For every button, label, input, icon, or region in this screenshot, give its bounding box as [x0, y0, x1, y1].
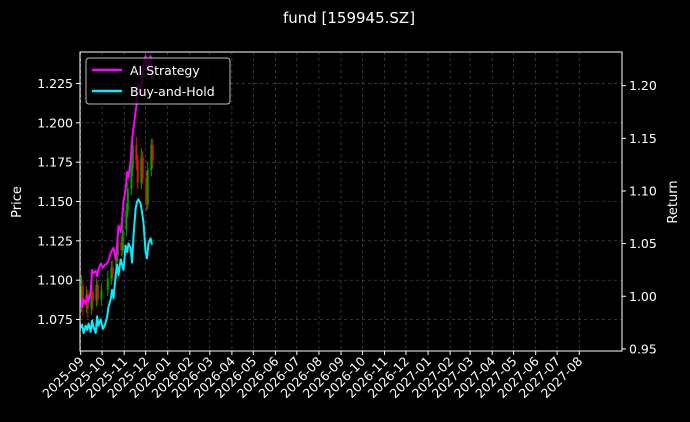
candle-body [95, 284, 98, 301]
x-axis: 2025-092025-102025-112025-122026-012026-… [39, 351, 585, 401]
candle-body [110, 267, 113, 279]
y-left-tick-label: 1.125 [37, 233, 73, 248]
candle-body [91, 291, 94, 301]
candle-body [131, 144, 134, 169]
candle-body [126, 188, 129, 211]
y-left-tick-label: 1.200 [37, 115, 73, 130]
legend-label-ai-strategy: AI Strategy [130, 63, 200, 78]
candle-body [151, 144, 154, 161]
candle-body [150, 144, 153, 171]
series-line-buy-and-hold [79, 198, 153, 335]
legend-label-buy-and-hold: Buy-and-Hold [130, 84, 215, 99]
legend: AI Strategy Buy-and-Hold [85, 57, 231, 105]
candle-body [90, 291, 93, 309]
candle-body [146, 170, 149, 205]
y-right-tick-label: 1.10 [629, 183, 657, 198]
candle-body [106, 278, 109, 290]
candle-body [130, 168, 133, 189]
candle-body [96, 284, 99, 300]
y-right-tick-label: 1.00 [629, 289, 657, 304]
candle-body [111, 267, 114, 274]
candle-body [81, 286, 84, 306]
y-right-tick-label: 0.95 [629, 341, 657, 356]
candle-body [120, 242, 123, 251]
candle-body [80, 286, 83, 300]
y-left-tick-label: 1.075 [37, 312, 73, 327]
candle-body [121, 229, 124, 251]
y-left-tick-label: 1.100 [37, 273, 73, 288]
y-axis-left: 1.075 1.100 1.125 1.150 1.175 1.200 1.225 [37, 76, 80, 327]
candle-body [125, 210, 128, 230]
candle-body [140, 157, 143, 183]
y-axis-right: 0.95 1.00 1.05 1.10 1.15 1.20 [622, 78, 657, 356]
candle-body [100, 289, 103, 300]
y-left-tick-label: 1.225 [37, 76, 73, 91]
candle-body [135, 144, 138, 161]
y-axis-right-label: Return [666, 180, 681, 223]
y-right-tick-label: 1.20 [629, 78, 657, 93]
y-right-tick-label: 1.05 [629, 236, 657, 251]
candle-body [145, 177, 148, 205]
y-left-tick-label: 1.150 [37, 194, 73, 209]
chart-title: fund [159945.SZ] [283, 9, 415, 27]
candle-body [136, 160, 139, 183]
candle-body [141, 157, 144, 178]
y-axis-left-label: Price [10, 186, 25, 218]
y-left-tick-label: 1.175 [37, 155, 73, 170]
y-right-tick-label: 1.15 [629, 131, 657, 146]
